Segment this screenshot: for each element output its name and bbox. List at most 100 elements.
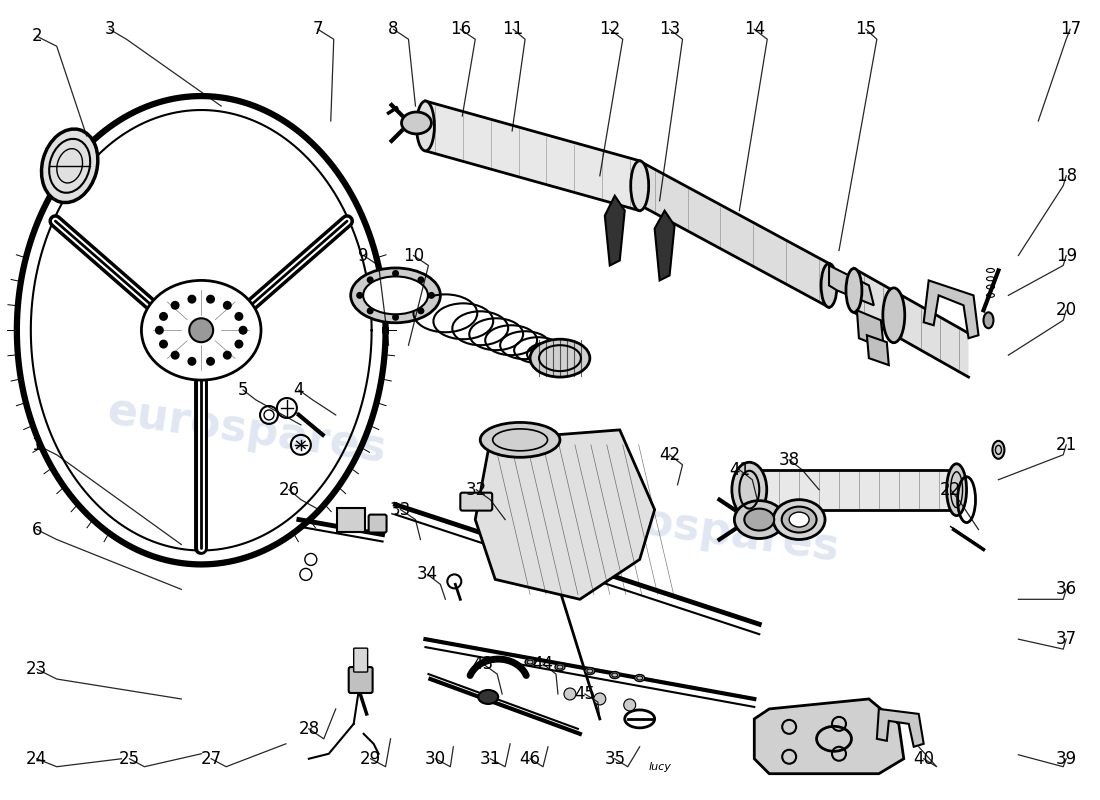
- Ellipse shape: [992, 441, 1004, 458]
- Text: 38: 38: [779, 450, 800, 469]
- Text: 44: 44: [532, 655, 553, 673]
- Ellipse shape: [478, 690, 498, 704]
- Circle shape: [160, 339, 168, 349]
- Circle shape: [189, 318, 213, 342]
- Text: 3: 3: [104, 20, 114, 38]
- Ellipse shape: [530, 339, 590, 377]
- Circle shape: [187, 357, 197, 366]
- Circle shape: [170, 350, 179, 360]
- Polygon shape: [829, 266, 873, 306]
- Text: 29: 29: [360, 750, 382, 768]
- Polygon shape: [475, 430, 654, 599]
- Text: 1: 1: [32, 436, 42, 454]
- Polygon shape: [924, 281, 979, 338]
- Polygon shape: [654, 210, 674, 281]
- Circle shape: [160, 312, 168, 321]
- Text: 13: 13: [659, 20, 680, 38]
- Text: 46: 46: [519, 750, 540, 768]
- Circle shape: [594, 693, 606, 705]
- FancyBboxPatch shape: [349, 667, 373, 693]
- Polygon shape: [877, 709, 924, 746]
- Text: 14: 14: [744, 20, 764, 38]
- Text: 7: 7: [312, 20, 323, 38]
- Circle shape: [428, 292, 435, 299]
- Circle shape: [234, 339, 243, 349]
- Text: lucy: lucy: [648, 762, 671, 772]
- Text: 33: 33: [389, 501, 411, 518]
- Text: 20: 20: [1056, 302, 1077, 319]
- Circle shape: [624, 699, 636, 711]
- Circle shape: [223, 350, 232, 360]
- Text: 25: 25: [119, 750, 140, 768]
- Text: 31: 31: [480, 750, 501, 768]
- Text: 24: 24: [26, 750, 47, 768]
- Circle shape: [392, 314, 399, 321]
- Ellipse shape: [417, 101, 434, 151]
- FancyBboxPatch shape: [460, 493, 492, 510]
- Ellipse shape: [585, 667, 595, 674]
- Text: 41: 41: [729, 461, 750, 478]
- Circle shape: [366, 307, 374, 314]
- Text: 45: 45: [574, 685, 595, 703]
- Circle shape: [366, 276, 374, 283]
- Polygon shape: [755, 699, 904, 774]
- Circle shape: [417, 276, 425, 283]
- Text: 34: 34: [417, 566, 438, 583]
- Text: eurospares: eurospares: [558, 489, 842, 570]
- Text: 2: 2: [32, 27, 42, 46]
- Text: 27: 27: [200, 750, 222, 768]
- Circle shape: [417, 307, 425, 314]
- FancyBboxPatch shape: [354, 648, 367, 672]
- Polygon shape: [749, 470, 948, 510]
- Ellipse shape: [481, 422, 560, 458]
- Text: 23: 23: [26, 660, 47, 678]
- FancyBboxPatch shape: [337, 508, 364, 531]
- Circle shape: [234, 312, 243, 321]
- Ellipse shape: [42, 129, 98, 202]
- Ellipse shape: [983, 312, 993, 328]
- Text: 37: 37: [1056, 630, 1077, 648]
- Ellipse shape: [735, 501, 784, 538]
- Text: 9: 9: [359, 246, 369, 265]
- Text: 12: 12: [600, 20, 620, 38]
- Text: 36: 36: [1056, 580, 1077, 598]
- Circle shape: [356, 292, 363, 299]
- FancyBboxPatch shape: [368, 514, 386, 533]
- Text: 19: 19: [1056, 246, 1077, 265]
- Circle shape: [170, 301, 179, 310]
- Text: 30: 30: [425, 750, 446, 768]
- Text: 40: 40: [913, 750, 934, 768]
- Text: 8: 8: [388, 20, 399, 38]
- Polygon shape: [857, 310, 883, 348]
- Text: 11: 11: [503, 20, 524, 38]
- Text: 39: 39: [1056, 750, 1077, 768]
- Polygon shape: [645, 164, 829, 307]
- Circle shape: [206, 294, 214, 304]
- Polygon shape: [854, 269, 968, 377]
- Text: eurospares: eurospares: [103, 389, 388, 470]
- Polygon shape: [605, 196, 625, 266]
- Ellipse shape: [821, 263, 837, 307]
- Ellipse shape: [609, 671, 619, 678]
- Circle shape: [564, 688, 576, 700]
- Ellipse shape: [773, 500, 825, 539]
- Ellipse shape: [883, 288, 905, 342]
- Text: 5: 5: [238, 381, 249, 399]
- Polygon shape: [426, 101, 640, 210]
- Ellipse shape: [351, 268, 440, 322]
- Circle shape: [239, 326, 248, 334]
- Text: 17: 17: [1059, 20, 1080, 38]
- Polygon shape: [867, 335, 889, 365]
- Ellipse shape: [402, 112, 431, 134]
- Text: 28: 28: [298, 720, 319, 738]
- Ellipse shape: [732, 462, 767, 517]
- Text: 32: 32: [465, 481, 487, 498]
- Text: 22: 22: [940, 481, 961, 498]
- Text: 10: 10: [403, 246, 424, 265]
- Ellipse shape: [947, 464, 967, 515]
- Text: 15: 15: [856, 20, 877, 38]
- Ellipse shape: [846, 269, 862, 312]
- Circle shape: [206, 357, 214, 366]
- Circle shape: [187, 294, 197, 304]
- Text: 26: 26: [278, 481, 299, 498]
